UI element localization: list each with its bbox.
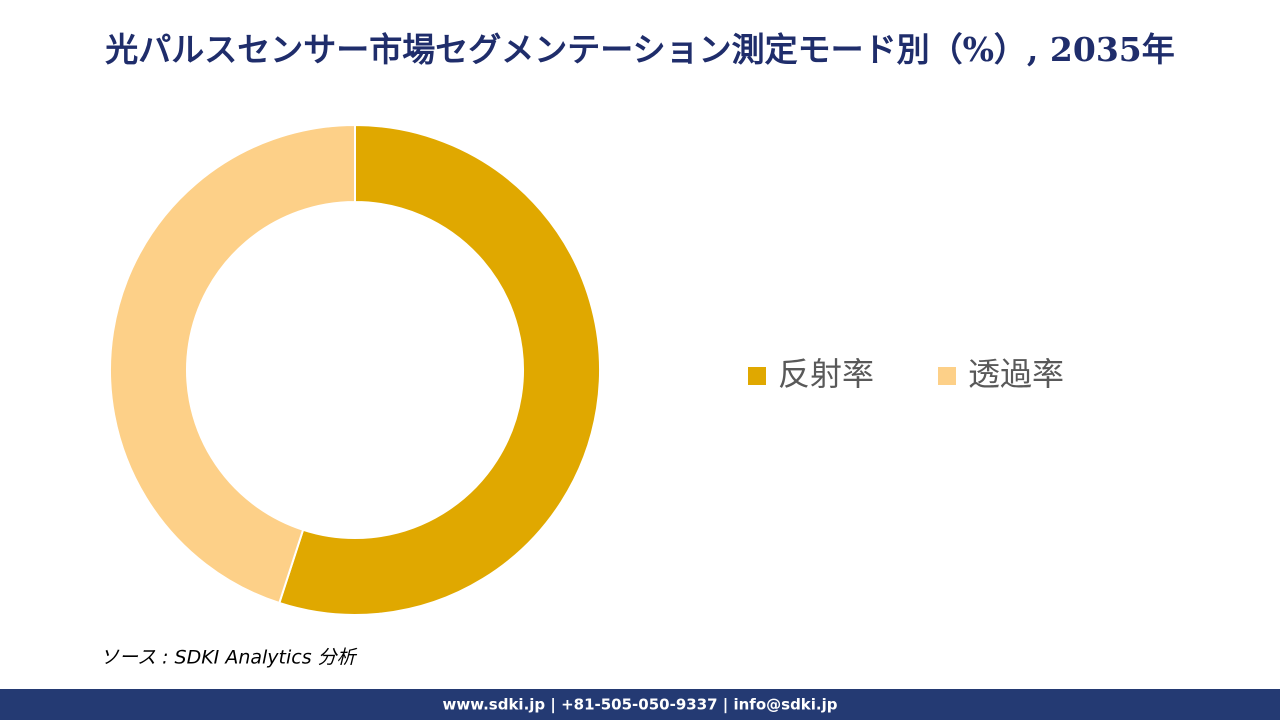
donut-segment	[278, 123, 601, 616]
legend-swatch	[748, 367, 766, 385]
footer-text: www.sdki.jp | +81-505-050-9337 | info@sd…	[442, 696, 837, 715]
donut-segment	[109, 123, 356, 605]
footer-bar	[0, 689, 1280, 720]
legend-swatch	[938, 367, 956, 385]
source-note: ソース : SDKI Analytics 分析	[100, 647, 358, 669]
legend-label: 反射率	[778, 355, 874, 393]
legend-label: 透過率	[968, 355, 1064, 393]
chart-title: 光パルスセンサー市場セグメンテーション測定モード別（%）, 2035年	[105, 30, 1175, 69]
